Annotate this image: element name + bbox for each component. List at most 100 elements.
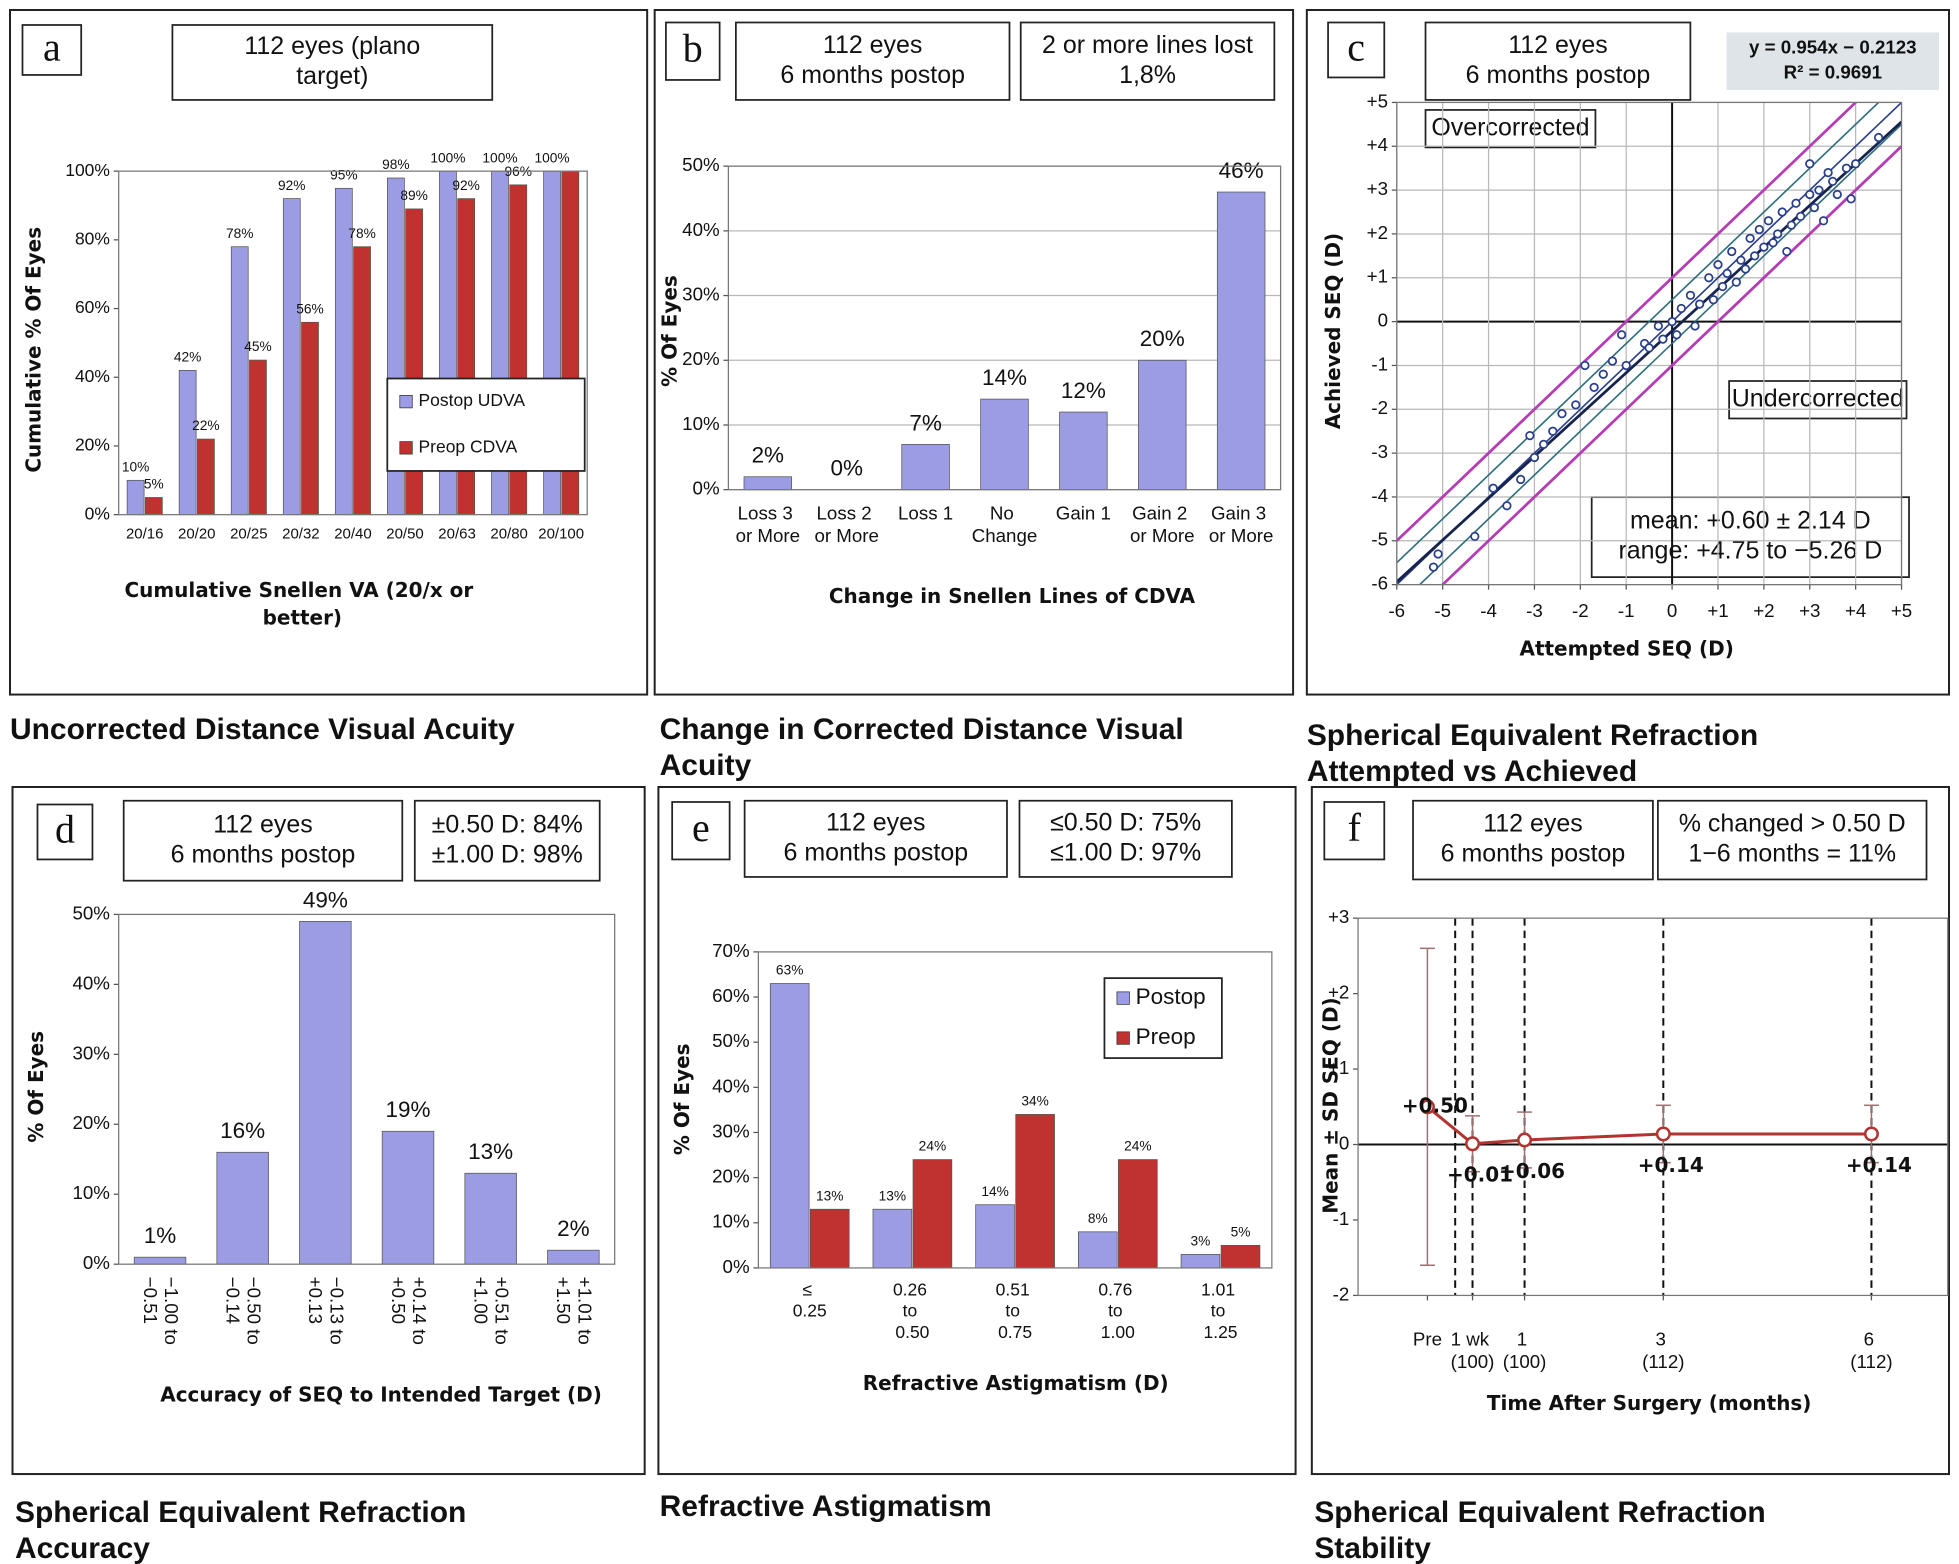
point xyxy=(1704,273,1714,283)
y-tick-label: 20% xyxy=(75,435,110,455)
value-label: 1% xyxy=(144,1223,176,1248)
x-tick-label: 20/100 xyxy=(538,526,584,543)
bar xyxy=(912,1159,953,1269)
panel-letter-box xyxy=(1323,801,1386,861)
point xyxy=(1768,238,1778,248)
y-tick-label: -2 xyxy=(1371,397,1388,418)
bar xyxy=(809,1208,850,1269)
value-label: +0.14 xyxy=(1638,1153,1704,1177)
bar xyxy=(872,1208,913,1269)
point xyxy=(1731,277,1741,287)
y-tick-label: -4 xyxy=(1371,485,1388,506)
value-label: 78% xyxy=(348,226,376,241)
value-label: 14% xyxy=(982,365,1027,390)
point xyxy=(1777,207,1787,217)
point xyxy=(1557,409,1567,419)
value-label: 92% xyxy=(452,178,480,193)
point xyxy=(1814,185,1824,195)
reference-line xyxy=(1396,102,1880,564)
x-axis-label: Refractive Astigmatism (D) xyxy=(863,1371,1169,1395)
annotation-text: 1,8% xyxy=(1119,61,1176,89)
annotation-text: 6 months postop xyxy=(1441,840,1626,868)
annotation-box xyxy=(1728,380,1908,420)
y-tick-label: 30% xyxy=(72,1042,109,1063)
y-tick-label: 30% xyxy=(682,284,719,305)
annotation-text: 112 eyes xyxy=(823,31,922,59)
x-tick-label: −1.00 to −0.51 xyxy=(140,1277,182,1350)
caption: Uncorrected Distance Visual Acuity xyxy=(10,713,515,746)
x-tick-label: +4 xyxy=(1845,600,1866,621)
y-tick-label: 0 xyxy=(1339,1132,1349,1153)
point xyxy=(1529,452,1540,463)
point xyxy=(1598,369,1608,379)
bar xyxy=(743,476,793,491)
annotation-box xyxy=(1424,109,1597,149)
bar xyxy=(1118,1159,1158,1269)
value-label: 56% xyxy=(296,301,324,316)
annotation-text: target) xyxy=(296,62,368,90)
x-tick-label: 20/40 xyxy=(334,526,372,543)
point xyxy=(1809,203,1819,213)
x-tick-label: 1 wk (100) xyxy=(1451,1328,1495,1371)
y-axis-label: Mean ± SD SEQ (D) xyxy=(1318,997,1342,1213)
panel-letter-box xyxy=(665,21,721,81)
value-label: 22% xyxy=(192,418,220,433)
y-tick-label: 70% xyxy=(712,940,749,961)
point xyxy=(1470,531,1480,542)
y-tick-label: 0% xyxy=(85,503,110,523)
annotation-box xyxy=(1019,21,1276,101)
bar xyxy=(1220,1244,1261,1269)
point xyxy=(1516,474,1526,485)
annotation-text: ±1.00 D: 98% xyxy=(432,840,583,868)
annotation-text: 6 months postop xyxy=(1466,61,1651,89)
annotation-text: y = 0.954x − 0.2123 xyxy=(1749,37,1917,58)
x-tick-label: −0.13 to +0.13 xyxy=(305,1277,347,1350)
point xyxy=(1690,321,1700,331)
x-axis-label: Cumulative Snellen VA (20/x or better) xyxy=(124,577,480,628)
annotation-text: % changed > 0.50 D xyxy=(1679,810,1906,838)
caption: Change in Corrected Distance Visual Acui… xyxy=(660,713,1192,782)
y-tick-label: 40% xyxy=(75,366,110,386)
annotation-box xyxy=(1412,799,1654,881)
point xyxy=(1548,426,1558,436)
point xyxy=(1818,216,1829,226)
legend-swatch xyxy=(1116,991,1130,1005)
point xyxy=(1672,330,1682,340)
bar xyxy=(1216,191,1266,491)
value-label: 98% xyxy=(382,157,410,172)
value-label: 24% xyxy=(919,1139,947,1154)
annotation-text: mean: +0.60 ± 2.14 D xyxy=(1630,507,1871,535)
bar xyxy=(1059,411,1108,491)
value-label: 7% xyxy=(909,410,941,435)
panel-frame xyxy=(1305,8,1951,696)
x-axis-label: Change in Snellen Lines of CDVA xyxy=(829,584,1196,608)
y-tick-label: 80% xyxy=(75,228,110,248)
point xyxy=(1419,1099,1435,1115)
point xyxy=(1786,220,1797,230)
x-tick-label: Gain 2 or More xyxy=(1130,503,1195,546)
annotation-text: ≤1.00 D: 97% xyxy=(1050,838,1201,866)
bar xyxy=(301,321,319,516)
x-tick-label: 20/25 xyxy=(230,526,268,543)
point xyxy=(1607,356,1618,366)
value-label: 42% xyxy=(174,350,202,365)
y-tick-label: +3 xyxy=(1367,178,1388,199)
y-tick-label: 20% xyxy=(72,1112,109,1133)
y-axis-label: % Of Eyes xyxy=(657,275,681,387)
plot-frame xyxy=(1396,101,1903,586)
annotation-box xyxy=(734,21,1011,101)
caption: Spherical Equivalent Refraction Attempte… xyxy=(1307,719,1767,788)
x-tick-label: +0.14 to +0.50 xyxy=(388,1277,430,1350)
value-label: 45% xyxy=(244,339,272,354)
x-axis-label: Accuracy of SEQ to Intended Target (D) xyxy=(160,1382,602,1406)
value-label: 0% xyxy=(830,456,862,481)
point xyxy=(1517,1132,1533,1148)
point xyxy=(1621,360,1631,371)
value-label: +0.01 xyxy=(1447,1163,1513,1187)
panel-letter-box xyxy=(36,803,94,861)
reference-line xyxy=(1440,145,1902,585)
x-tick-label: 0.51 to 0.75 xyxy=(996,1279,1035,1341)
annotation-text: 2 or more lines lost xyxy=(1042,31,1253,59)
